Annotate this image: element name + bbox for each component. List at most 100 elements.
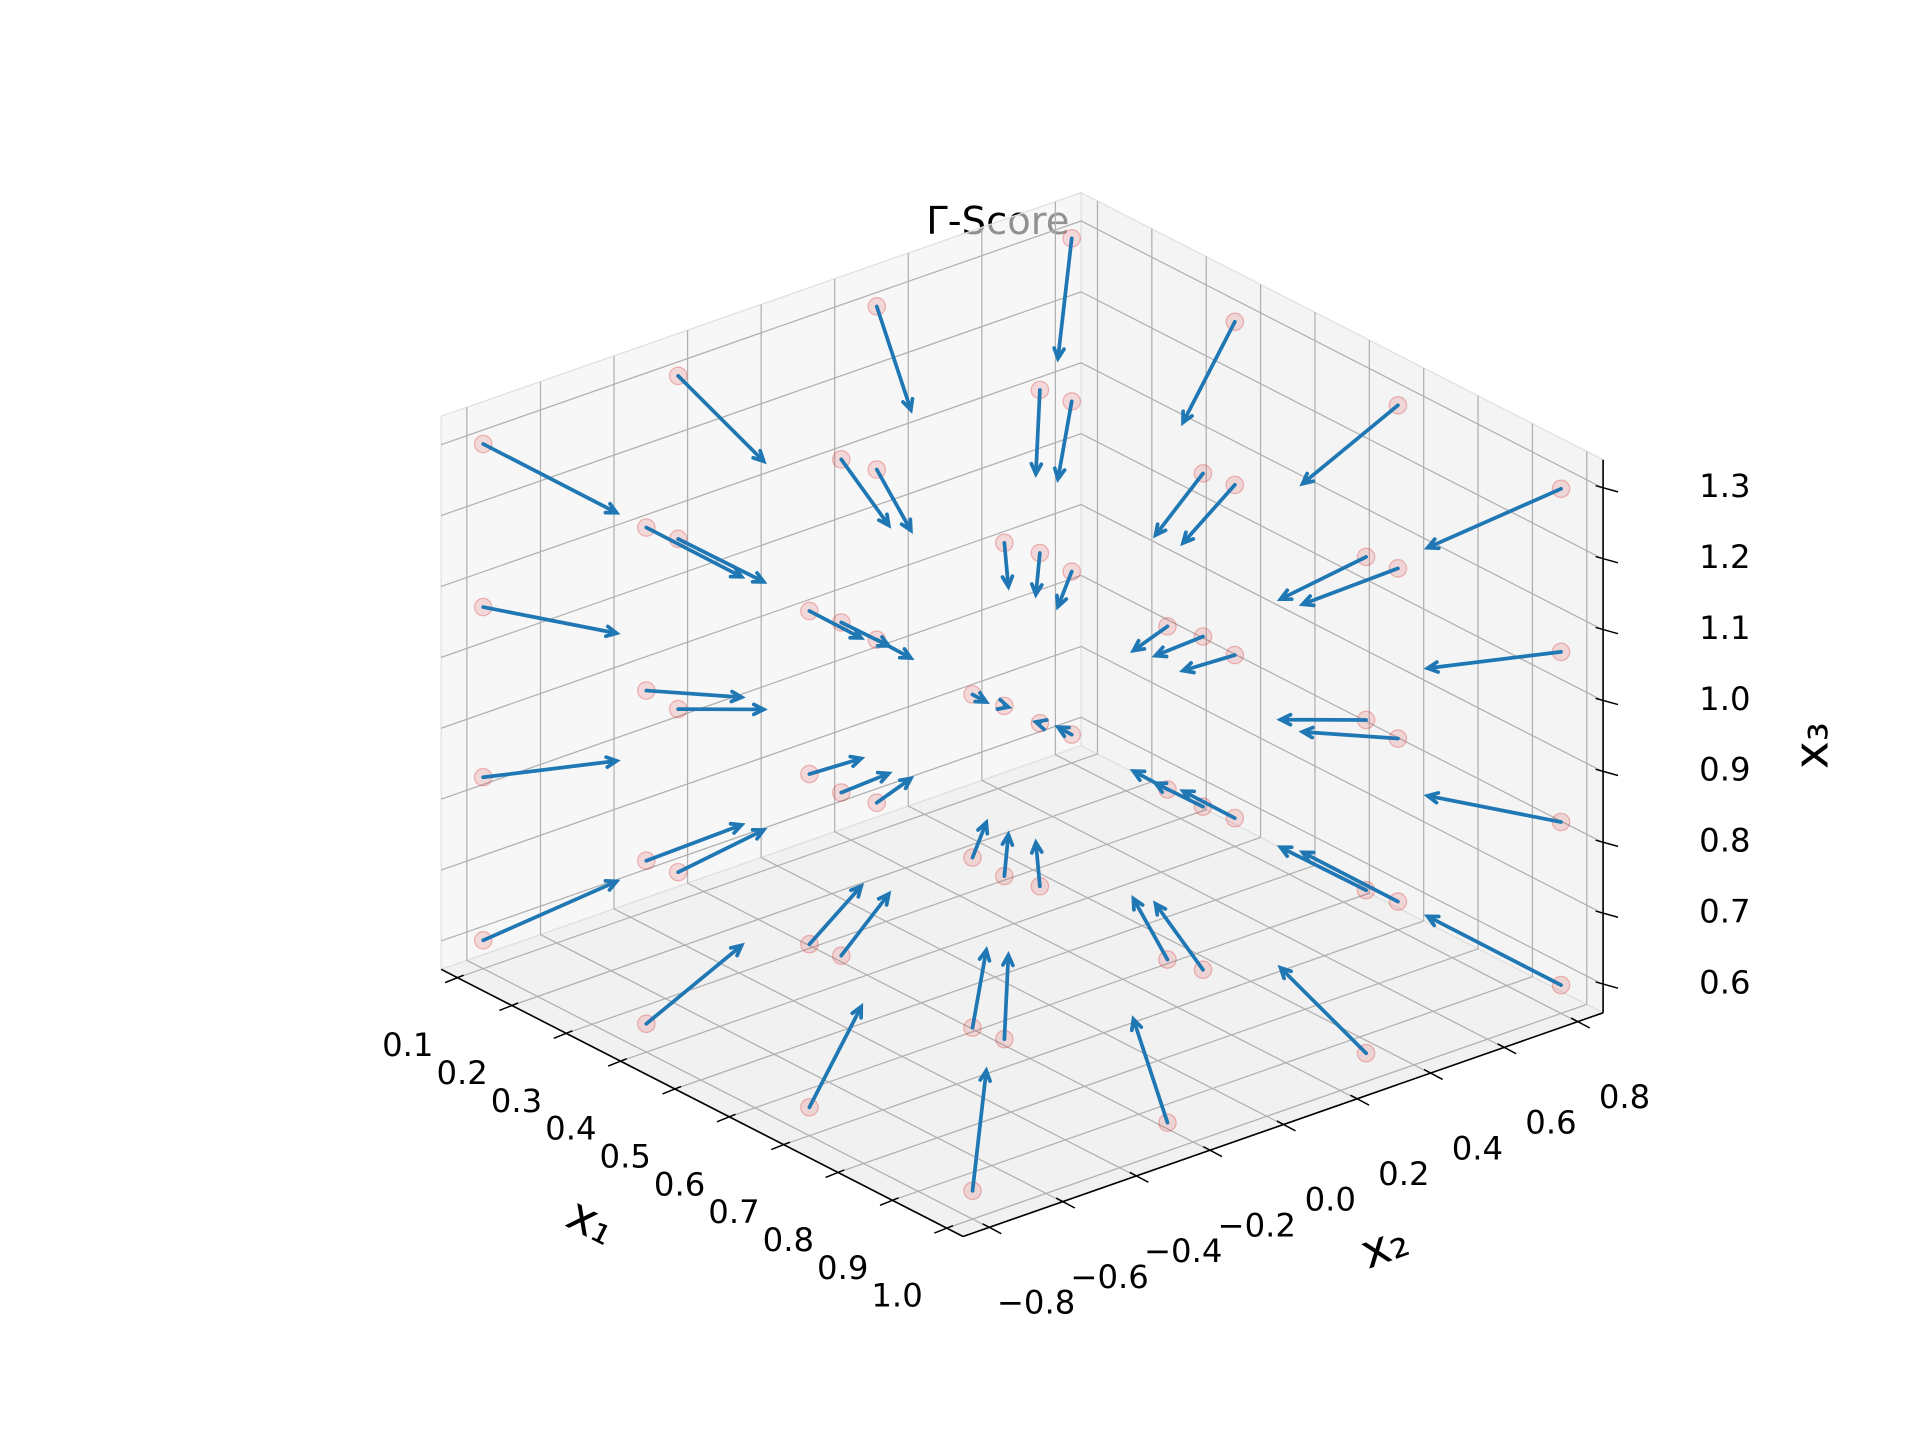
arrow [676,374,767,465]
grid-line [440,362,1604,631]
arrow [839,620,893,648]
grid-line [729,340,1370,1118]
x-tick-label: 0.2 [436,1054,487,1092]
arrow [807,1002,864,1110]
arrow [1001,951,1015,1042]
y-axis-label: x₂ [1353,1213,1416,1281]
y-tick [1423,1068,1443,1081]
arrow [807,882,865,947]
arrow [644,525,746,579]
y-tick-label: 0.0 [1305,1181,1356,1219]
arrow [1000,830,1015,878]
arrow [1031,718,1049,732]
grid-line [440,574,1604,844]
x-tick [879,1197,899,1206]
arrow [676,702,768,717]
plot-area: Γ-Score x₁ x₂ x₃ 0.10.20.30.40.50.60.70.… [382,191,1839,1322]
arrow [1181,319,1237,427]
x-tick [553,1030,573,1039]
x-tick [825,1169,845,1179]
grid-line [686,330,1210,1151]
arrow [1054,725,1074,739]
arrow [807,754,866,776]
arrow [1129,769,1170,792]
arrow [1423,650,1563,674]
arrow [839,890,892,958]
arrow [1130,624,1170,653]
grid-line [440,645,1604,915]
x-tick [607,1057,628,1067]
grid-line [981,227,1505,1049]
z-tick [1595,484,1619,493]
y-axis [962,1012,1604,1238]
arrow [995,697,1013,711]
grid-line [613,355,1137,1177]
x-tick [662,1085,682,1095]
x-tick-label: 0.1 [382,1026,433,1064]
x-tick [499,1002,519,1012]
z-axis-label: x₃ [1784,722,1839,769]
grid-line [946,451,1588,1229]
z-tick-label: 0.7 [1699,893,1750,931]
x-axis [440,968,964,1238]
arrow [970,690,990,704]
y-tick [982,1223,1002,1235]
grid-line [440,432,1604,702]
arrow [807,609,865,640]
grid-line [892,423,1534,1201]
y-tick-label: −0.6 [1070,1258,1148,1296]
z-tick [1595,981,1619,989]
z-tick-label: 1.1 [1699,609,1750,647]
z-tick [1595,839,1619,848]
y-tick [1276,1120,1296,1132]
arrow [1179,653,1237,675]
x-axis-label: x₁ [558,1187,625,1257]
x-tick [444,974,464,984]
grid-line [440,503,1604,773]
y-tick-label: 0.2 [1378,1155,1429,1193]
arrow [644,688,746,704]
arrow [1151,634,1205,659]
arrow [1276,845,1368,893]
arrow [481,605,621,639]
grid-line [466,407,990,1229]
z-tick [1595,910,1619,918]
grid-line [440,291,1604,560]
grid-line [620,284,1262,1062]
y-tick-label: 0.4 [1452,1129,1503,1167]
arrow [839,770,893,795]
grid-line [834,278,1357,1100]
y-tick [1202,1145,1223,1158]
z-tick [1595,697,1619,706]
z-tick-label: 0.6 [1699,963,1750,1001]
arrow [1153,900,1205,972]
arrow [1000,541,1015,591]
arrow [481,755,621,780]
arrow [1052,399,1074,484]
arrow [1152,471,1205,539]
x-tick-label: 0.3 [491,1082,542,1120]
x-tick [770,1141,791,1151]
arrow [874,776,915,805]
x-tick-label: 0.4 [545,1110,596,1148]
z-tick [1595,555,1619,564]
y-tick [1350,1094,1370,1106]
x-tick-label: 0.6 [654,1165,705,1203]
x-tick [716,1113,736,1123]
arrow [1298,725,1400,741]
z-tick-label: 0.9 [1699,751,1750,789]
z-tick-label: 0.8 [1699,822,1750,860]
x-tick-label: 0.8 [763,1221,814,1259]
y-tick [1570,1017,1591,1029]
arrow [1276,555,1368,602]
arrow [1276,712,1368,727]
arrow [1298,566,1400,608]
x-tick [934,1224,954,1234]
arrow [874,467,913,535]
arrow [1423,486,1563,551]
grid-line [457,200,1099,979]
x-tick-label: 1.0 [871,1277,922,1315]
arrow [676,828,768,875]
arrow [970,818,990,860]
